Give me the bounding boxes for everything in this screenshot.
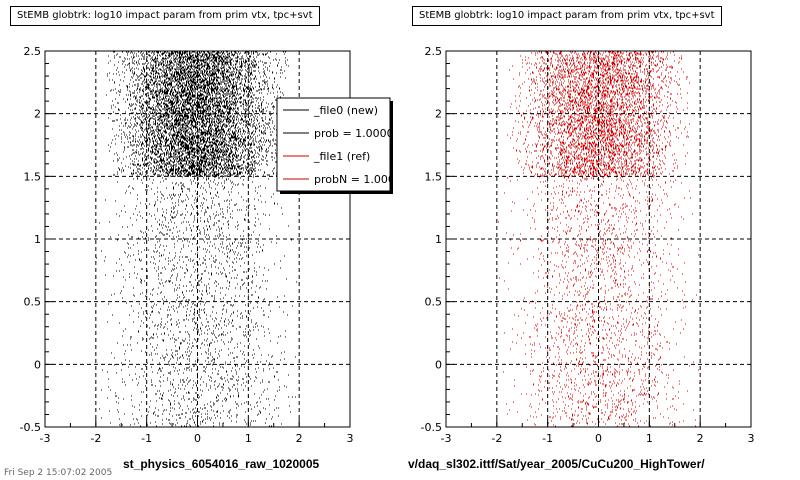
right-chart-title: StEMB globtrk: log10 impact param from p… <box>412 6 722 26</box>
x-tick-label: 2 <box>697 432 704 445</box>
plot-1: -3 -2 -1 0 1 2 3 -0.5 0 0.5 1 1.5 2 2.5 <box>421 45 755 445</box>
grid-lines <box>446 51 751 427</box>
x-tick-label: -2 <box>90 432 101 445</box>
scatter-region-1 <box>498 175 700 428</box>
y-tick-label: 0.5 <box>24 296 42 309</box>
y-tick-label: 2 <box>34 108 41 121</box>
legend-entry-label: _file0 (new) <box>313 104 378 117</box>
legend: _file0 (new) prob = 1.000000 _file1 (ref) p… <box>276 97 416 194</box>
y-tick-label: 0.5 <box>425 296 443 309</box>
x-tick-label: 1 <box>646 432 653 445</box>
y-tick-label: 0 <box>435 358 442 371</box>
scatter-region-0 <box>507 50 690 177</box>
x-tick-label: 0 <box>595 432 602 445</box>
right-x-axis-label: v/daq_sl302.ittf/Sat/year_2005/CuCu200_H… <box>408 457 705 471</box>
x-tick-label: -3 <box>40 432 51 445</box>
y-tick-label: 2.5 <box>24 45 42 58</box>
x-tick-label: 0 <box>194 432 201 445</box>
y-tick-label: -0.5 <box>421 421 442 434</box>
x-tick-label: 3 <box>347 432 354 445</box>
legend-entry-label: _file1 (ref) <box>313 150 370 163</box>
x-tick-label: -2 <box>491 432 502 445</box>
scatter-points <box>498 50 700 428</box>
scatter-region-0 <box>106 50 289 177</box>
y-tick-label: 1.5 <box>24 170 42 183</box>
y-tick-label: 2.5 <box>425 45 443 58</box>
x-tick-label: -3 <box>441 432 452 445</box>
left-chart-title: StEMB globtrk: log10 impact param from p… <box>10 6 320 26</box>
left-x-axis-label: st_physics_6054016_raw_1020005 <box>123 457 320 471</box>
scatter-region-1 <box>96 176 297 428</box>
x-tick-label: 1 <box>245 432 252 445</box>
legend-entry-label: probN = 1.000000 <box>314 173 416 186</box>
x-tick-label: 2 <box>296 432 303 445</box>
legend-box <box>276 97 391 192</box>
x-tick-label: 3 <box>748 432 755 445</box>
y-tick-label: 1 <box>34 233 41 246</box>
y-tick-label: 1 <box>435 233 442 246</box>
y-tick-label: -0.5 <box>20 421 41 434</box>
y-tick-label: 1.5 <box>425 170 443 183</box>
x-tick-label: -1 <box>542 432 553 445</box>
footer-timestamp: Fri Sep 2 15:07:02 2005 <box>4 468 113 478</box>
y-tick-label: 0 <box>34 358 41 371</box>
scatter-points <box>96 50 297 428</box>
y-tick-label: 2 <box>435 108 442 121</box>
legend-entry-label: prob = 1.000000 <box>314 127 408 140</box>
x-tick-label: -1 <box>141 432 152 445</box>
